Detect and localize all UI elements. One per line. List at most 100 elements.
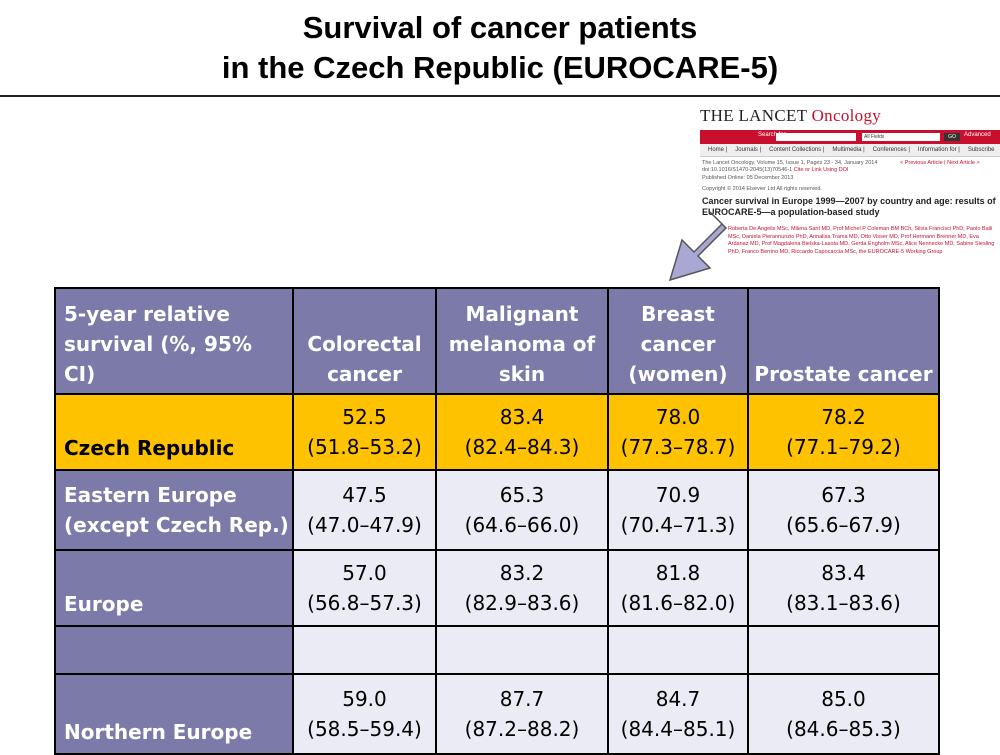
lancet-cite-link[interactable]: Cite or Link Using DOI <box>793 167 849 173</box>
table-cell: 81.8 (81.6–82.0) <box>607 549 749 627</box>
cell-ci: (87.2–88.2) <box>464 717 580 741</box>
table-cell: 83.4 (83.1–83.6) <box>747 549 940 627</box>
cell-value: 67.3 <box>821 483 866 507</box>
cell-ci: (51.8–53.2) <box>307 435 422 459</box>
table-cell: 70.9 (70.4–71.3) <box>607 469 749 551</box>
lancet-published: Published Online: 05 December 2013 <box>702 175 794 181</box>
cell-ci: (84.4–85.1) <box>620 717 736 741</box>
table-header-row: 5-year relative survival (%, 95% CI) Col… <box>54 287 940 395</box>
cell-value: 83.2 <box>499 561 545 585</box>
table-cell: 83.4 (82.4–84.3) <box>435 393 609 471</box>
cell-ci: (81.6–82.0) <box>620 591 736 615</box>
lancet-nav-item[interactable]: Home | <box>708 147 728 153</box>
table-cell <box>292 625 437 675</box>
cell-value: 52.5 <box>342 405 387 429</box>
table-cell: 67.3 (65.6–67.9) <box>747 469 940 551</box>
cell-ci: (56.8–57.3) <box>307 591 422 615</box>
cell-ci: (65.6–67.9) <box>786 513 901 537</box>
header-label: 5-year relative survival (%, 95% CI) <box>54 287 294 395</box>
cell-value: 70.9 <box>655 483 701 507</box>
table-cell: 84.7 (84.4–85.1) <box>607 673 749 755</box>
cell-value: 83.4 <box>821 561 866 585</box>
table-cell <box>435 625 609 675</box>
lancet-authors: Roberta De Angelis MSc, Milena Sant MD, … <box>728 226 995 255</box>
table-cell: 87.7 (87.2–88.2) <box>435 673 609 755</box>
lancet-doi-text: doi:10.1016/S1470-2045(13)70546-1 <box>702 167 793 173</box>
row-label <box>54 625 294 675</box>
cell-value: 78.0 <box>655 405 701 429</box>
table-cell: 65.3 (64.6–66.0) <box>435 469 609 551</box>
row-label: Northern Europe <box>54 673 294 755</box>
header-breast: Breast cancer (women) <box>607 287 749 395</box>
lancet-citation: The Lancet Oncology, Volume 15, Issue 1,… <box>702 160 878 166</box>
table-row-europe: Europe 57.0 (56.8–57.3) 83.2 (82.9–83.6) 8… <box>54 549 940 627</box>
table-cell: 78.2 (77.1–79.2) <box>747 393 940 471</box>
survival-table: 5-year relative survival (%, 95% CI) Col… <box>54 287 940 755</box>
header-colorectal: Colorectal cancer <box>292 287 437 395</box>
cell-value: 81.8 <box>655 561 701 585</box>
table-cell: 47.5 (47.0–47.9) <box>292 469 437 551</box>
cell-value: 78.2 <box>821 405 866 429</box>
slide-title-line2: in the Czech Republic (EUROCARE-5) <box>221 50 779 85</box>
cell-ci: (83.1–83.6) <box>786 591 901 615</box>
lancet-brand: THE LANCET <box>700 106 808 125</box>
row-label: Czech Republic <box>54 393 294 471</box>
lancet-nav: Home | Journals | Content Collections | Mul… <box>700 144 1000 157</box>
table-row-czech-republic: Czech Republic 52.5 (51.8–53.2) 83.4 (82.4… <box>54 393 940 471</box>
table-row-northern-europe: Northern Europe 59.0 (58.5–59.4) 87.7 (87.… <box>54 673 940 755</box>
cell-value: 87.7 <box>499 687 545 711</box>
table-cell: 78.0 (77.3–78.7) <box>607 393 749 471</box>
cell-ci: (84.6–85.3) <box>786 717 901 741</box>
lancet-nav-item[interactable]: Subscribe <box>967 147 995 153</box>
cell-value: 85.0 <box>821 687 866 711</box>
table-cell: 59.0 (58.5–59.4) <box>292 673 437 755</box>
lancet-logo: THE LANCET Oncology <box>700 106 881 126</box>
cell-ci: (77.3–78.7) <box>620 435 736 459</box>
table-cell: 57.0 (56.8–57.3) <box>292 549 437 627</box>
lancet-search-input[interactable] <box>776 133 856 141</box>
table-row-eastern-europe: Eastern Europe (except Czech Rep.) 47.5 (… <box>54 469 940 551</box>
lancet-doi: doi:10.1016/S1470-2045(13)70546-1 Cite o… <box>702 167 848 174</box>
cell-value: 57.0 <box>342 561 387 585</box>
lancet-nav-item[interactable]: Journals | <box>735 147 762 153</box>
row-label: Eastern Europe (except Czech Rep.) <box>54 469 294 551</box>
cell-value: 84.7 <box>655 687 701 711</box>
lancet-article-screenshot: THE LANCET Oncology Search for All Field… <box>700 106 1000 276</box>
lancet-advanced-link[interactable]: Advanced <box>964 132 991 138</box>
cell-value: 59.0 <box>342 687 387 711</box>
cell-ci: (82.4–84.3) <box>464 435 580 459</box>
lancet-copyright: Copyright © 2014 Elsevier Ltd All rights… <box>702 186 822 192</box>
lancet-go-button[interactable]: GO <box>944 133 960 141</box>
title-divider <box>0 95 1000 97</box>
lancet-search-bar: Search for All Fields GO Advanced <box>700 130 1000 144</box>
table-cell <box>607 625 749 675</box>
table-cell: 52.5 (51.8–53.2) <box>292 393 437 471</box>
cell-ci: (58.5–59.4) <box>307 717 422 741</box>
pointer-arrow-icon <box>668 211 728 282</box>
table-cell: 85.0 (84.6–85.3) <box>747 673 940 755</box>
cell-ci: (64.6–66.0) <box>464 513 580 537</box>
lancet-nav-item[interactable]: Content Collections | <box>769 147 825 153</box>
row-label: Europe <box>54 549 294 627</box>
lancet-nav-item[interactable]: Conferences | <box>872 147 910 153</box>
lancet-prev-next[interactable]: < Previous Article | Next Article > <box>900 160 980 166</box>
table-cell: 83.2 (82.9–83.6) <box>435 549 609 627</box>
header-melanoma: Malignant melanoma of skin <box>435 287 609 395</box>
lancet-search-label: Search for <box>758 132 786 138</box>
cell-ci: (47.0–47.9) <box>307 513 422 537</box>
cell-value: 47.5 <box>342 483 387 507</box>
lancet-brand-sub: Oncology <box>811 106 882 125</box>
cell-ci: (70.4–71.3) <box>620 513 736 537</box>
slide-title-line1: Survival of cancer patients <box>302 10 698 45</box>
cell-ci: (77.1–79.2) <box>786 435 901 459</box>
header-prostate: Prostate cancer <box>747 287 940 395</box>
cell-value: 65.3 <box>499 483 545 507</box>
lancet-nav-item[interactable]: Information for | <box>917 147 960 153</box>
table-cell <box>747 625 940 675</box>
cell-value: 83.4 <box>499 405 545 429</box>
lancet-search-scope[interactable]: All Fields <box>862 133 940 141</box>
table-row-spacer <box>54 625 940 675</box>
lancet-nav-item[interactable]: Multimedia | <box>832 147 865 153</box>
lancet-article-title: Cancer survival in Europe 1999—2007 by c… <box>702 196 996 217</box>
cell-ci: (82.9–83.6) <box>464 591 580 615</box>
